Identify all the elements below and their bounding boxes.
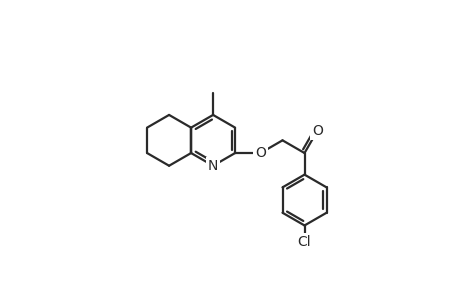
Text: O: O <box>311 124 322 138</box>
Text: Cl: Cl <box>297 235 311 249</box>
Text: N: N <box>207 159 218 173</box>
Text: O: O <box>255 146 265 160</box>
